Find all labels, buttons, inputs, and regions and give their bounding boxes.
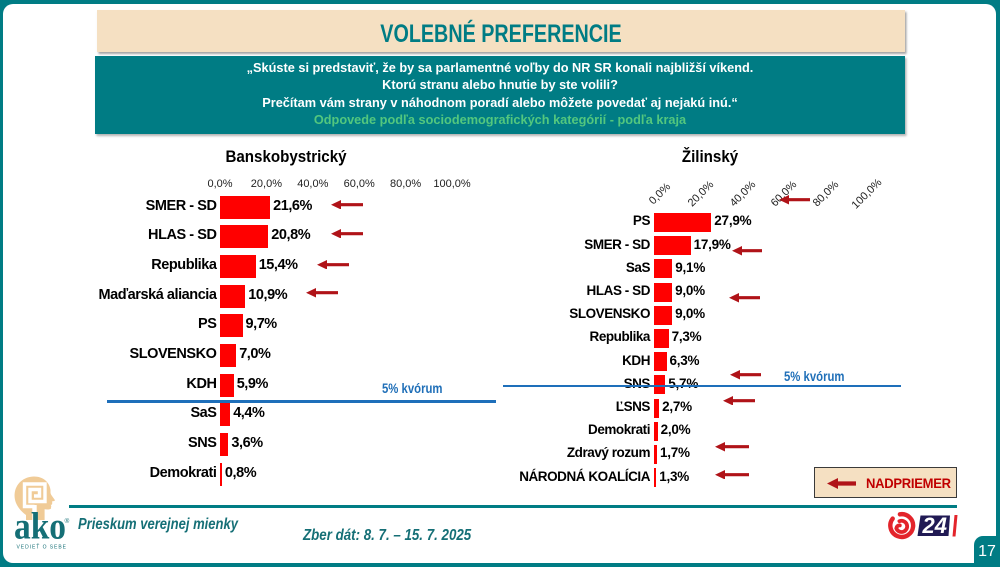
svg-text:®: ® — [65, 517, 70, 525]
svg-text:ako: ako — [14, 506, 66, 548]
svg-text:VEDIEŤ O SEBE: VEDIEŤ O SEBE — [17, 543, 67, 551]
svg-text:24: 24 — [922, 513, 947, 538]
